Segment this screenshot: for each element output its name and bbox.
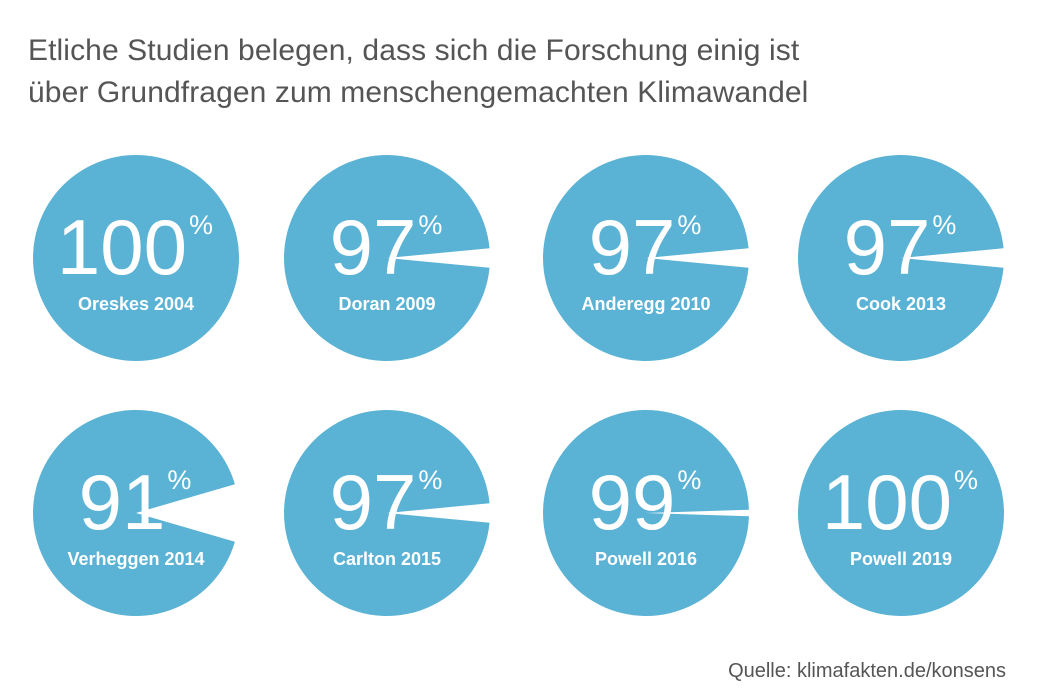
chart-title-line-1: Etliche Studien belegen, dass sich die F… bbox=[28, 34, 800, 67]
pie-slice bbox=[283, 410, 490, 616]
pie-powell-2016: 99 % Powell 2016 bbox=[543, 409, 749, 616]
pie-oreskes-2004: 100 % Oreskes 2004 bbox=[33, 155, 239, 361]
chart-title: Etliche Studien belegen, dass sich die F… bbox=[28, 30, 1018, 114]
chart-title-line-2: über Grundfragen zum menschengemachten K… bbox=[28, 76, 809, 109]
value-label: 100 bbox=[57, 203, 187, 291]
study-label: Powell 2019 bbox=[850, 549, 952, 569]
source-note: Quelle: klimafakten.de/konsens bbox=[728, 660, 1006, 682]
study-label: Anderegg 2010 bbox=[581, 294, 710, 314]
pie-carlton-2015: 97 % Carlton 2015 bbox=[283, 410, 490, 616]
study-label: Cook 2013 bbox=[856, 294, 946, 314]
value-label: 97 bbox=[844, 203, 931, 291]
value-label: 97 bbox=[330, 458, 417, 546]
value-label: 100 bbox=[822, 458, 952, 546]
percent-label: % bbox=[418, 465, 442, 495]
percent-label: % bbox=[418, 210, 442, 240]
value-label: 97 bbox=[330, 203, 417, 291]
study-label: Powell 2016 bbox=[595, 549, 697, 569]
value-label: 91 bbox=[79, 458, 166, 546]
pie-slice bbox=[542, 154, 749, 361]
pie-slice bbox=[543, 409, 749, 616]
value-label: 99 bbox=[589, 458, 676, 546]
pie-slice bbox=[33, 155, 239, 361]
pie-slice bbox=[283, 154, 490, 361]
pie-powell-2019: 100 % Powell 2019 bbox=[798, 410, 1004, 616]
percent-label: % bbox=[954, 465, 978, 495]
study-label: Verheggen 2014 bbox=[67, 549, 204, 569]
value-label: 97 bbox=[589, 203, 676, 291]
pie-cook-2013: 97 % Cook 2013 bbox=[797, 154, 1004, 361]
pie-verheggen-2014: 91 % Verheggen 2014 bbox=[33, 409, 235, 616]
pie-anderegg-2010: 97 % Anderegg 2010 bbox=[542, 154, 749, 361]
study-label: Carlton 2015 bbox=[333, 549, 441, 569]
percent-label: % bbox=[677, 210, 701, 240]
pie-doran-2009: 97 % Doran 2009 bbox=[283, 154, 490, 361]
pie-slice bbox=[33, 409, 235, 616]
percent-label: % bbox=[677, 465, 701, 495]
pie-slice bbox=[797, 154, 1004, 361]
percent-label: % bbox=[167, 465, 191, 495]
percent-label: % bbox=[932, 210, 956, 240]
study-label: Doran 2009 bbox=[338, 294, 435, 314]
study-label: Oreskes 2004 bbox=[78, 294, 194, 314]
pie-slice bbox=[798, 410, 1004, 616]
percent-label: % bbox=[189, 210, 213, 240]
